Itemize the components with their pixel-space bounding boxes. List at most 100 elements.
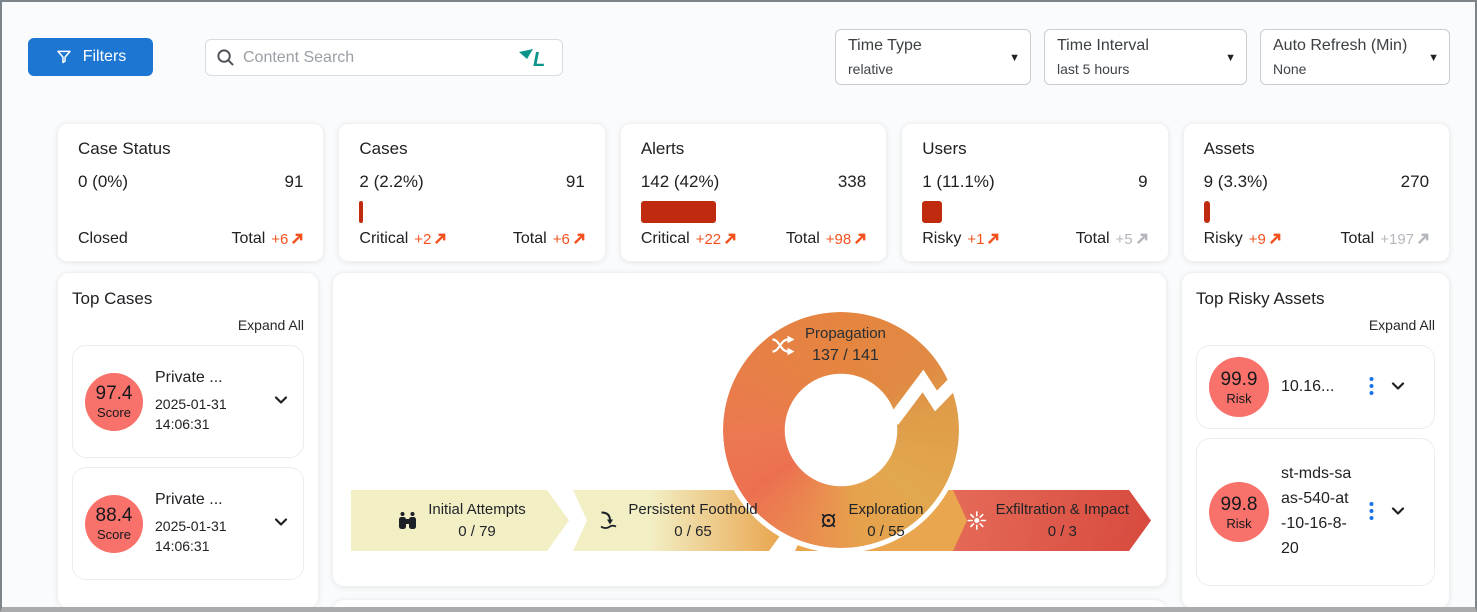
stat-right-label: Total <box>1340 230 1375 247</box>
stage-chevron-initial-attempts[interactable] <box>351 490 569 551</box>
stage-label-exploration: Exploration 0 / 55 <box>801 490 941 551</box>
stat-title: Alerts <box>640 139 685 158</box>
stage-name: Exploration <box>848 501 924 518</box>
stat-card-cases: Cases 2 (2.2%) 91 Critical +2 Total +6 <box>338 123 606 262</box>
stat-left-label: Critical <box>359 230 409 247</box>
case-expand-chevron[interactable] <box>271 512 291 535</box>
stat-left-value: 142 (42%) <box>640 172 720 191</box>
progress-bar <box>922 201 943 223</box>
asset-menu-button[interactable] <box>1367 374 1376 401</box>
auto-refresh-dropdown[interactable]: Auto Refresh (Min) None ▼ <box>1260 29 1450 85</box>
next-panel-partial <box>332 599 1167 607</box>
stage-value: 0 / 55 <box>867 523 905 540</box>
trend-arrow-icon[interactable] <box>1136 233 1148 245</box>
trend-arrow-icon[interactable] <box>291 233 303 245</box>
kebab-menu-icon <box>1369 376 1374 395</box>
loop-stage-name: Propagation <box>805 325 886 342</box>
stat-left-value: 2 (2.2%) <box>359 172 424 191</box>
trend-arrow-icon[interactable] <box>434 233 446 245</box>
asset-expand-chevron[interactable] <box>1388 501 1408 524</box>
case-name: Private ... <box>155 490 223 508</box>
trend-arrow-icon[interactable] <box>854 233 866 245</box>
toolbar-dropdowns: Time Type relative ▼ Time Interval last … <box>835 29 1450 85</box>
caret-down-icon: ▼ <box>1225 52 1236 64</box>
logpoint-logo-icon: L <box>519 48 545 69</box>
stat-right-value: 9 <box>1138 172 1148 191</box>
case-score-label: Score <box>97 405 131 420</box>
asset-menu-button[interactable] <box>1367 499 1376 526</box>
case-score-badge: 88.4 Score <box>85 494 143 553</box>
stat-right-label: Total <box>785 230 820 247</box>
stat-right-delta: +197 <box>1380 230 1415 248</box>
ring-break-notch <box>887 366 970 425</box>
stage-label-initial-attempts: Initial Attempts 0 / 79 <box>363 490 559 551</box>
svg-text:L: L <box>533 49 545 69</box>
trend-arrow-icon[interactable] <box>1269 233 1281 245</box>
time-interval-dropdown[interactable]: Time Interval last 5 hours ▼ <box>1044 29 1247 85</box>
asset-risk-label: Risk <box>1226 390 1252 406</box>
case-card[interactable]: 88.4 Score Private ... 2025-01-31 14:06:… <box>72 467 304 580</box>
stage-name: Persistent Foothold <box>628 501 758 518</box>
chevron-down-icon <box>1391 381 1405 390</box>
trend-arrow-icon[interactable] <box>724 233 736 245</box>
target-scope-icon <box>822 513 836 528</box>
top-risky-assets-expand-all[interactable]: Expand All <box>1368 317 1435 333</box>
stat-right-label: Total <box>231 230 266 247</box>
stat-left-delta: +2 <box>414 230 432 248</box>
stat-card-alerts: Alerts 142 (42%) 338 Critical +22 Total … <box>619 123 888 262</box>
stat-right-value: 270 <box>1400 172 1430 191</box>
stat-left-delta: +9 <box>1248 230 1266 248</box>
filters-button[interactable]: Filters <box>28 38 153 76</box>
stage-name: Exfiltration & Impact <box>995 501 1129 518</box>
case-expand-chevron[interactable] <box>271 390 291 413</box>
content-search-input[interactable] <box>243 48 510 67</box>
asset-card[interactable]: 99.8 Risk st-mds-saas-540-at-10-16-8-20 <box>1196 438 1435 586</box>
trend-arrow-icon[interactable] <box>573 233 585 245</box>
stat-left-delta: +1 <box>967 230 985 248</box>
binoculars-icon <box>399 512 417 529</box>
search-icon <box>217 49 234 66</box>
case-time: 14:06:31 <box>155 538 210 554</box>
case-score-badge: 97.4 Score <box>85 372 143 431</box>
asset-expand-chevron[interactable] <box>1388 376 1408 399</box>
trend-arrow-icon[interactable] <box>1417 233 1429 245</box>
trend-arrow-icon[interactable] <box>987 233 999 245</box>
propagation-loop-ring[interactable] <box>723 312 959 548</box>
stage-value: 0 / 65 <box>674 523 712 540</box>
stat-left-label: Closed <box>78 230 128 247</box>
stat-title: Case Status <box>78 139 171 158</box>
time-type-label: Time Type <box>848 37 922 54</box>
stat-title: Users <box>922 139 967 158</box>
case-card[interactable]: 97.4 Score Private ... 2025-01-31 14:06:… <box>72 345 304 458</box>
top-risky-assets-panel: Top Risky Assets Expand All 99.9 Risk 10… <box>1181 272 1450 607</box>
top-cases-panel: Top Cases Expand All 97.4 Score Private … <box>57 272 319 607</box>
asset-risk: 99.8 <box>1220 493 1258 515</box>
impact-burst-icon <box>967 511 987 530</box>
stat-right-label: Total <box>1075 230 1110 247</box>
stat-right-value: 338 <box>837 172 867 191</box>
stage-label-persistent-foothold: Persistent Foothold 0 / 65 <box>587 490 769 551</box>
top-cases-expand-all[interactable]: Expand All <box>237 317 304 333</box>
stat-right-delta: +98 <box>825 230 852 248</box>
propagation-label-group: Propagation 137 / 141 <box>771 325 951 365</box>
stat-left-label: Critical <box>640 230 690 247</box>
asset-risk-label: Risk <box>1226 515 1252 531</box>
attack-chain-panel: Propagation 137 / 141 Initial Attempts 0… <box>332 272 1167 587</box>
progress-bar <box>1203 201 1210 223</box>
content-search-box[interactable]: L <box>205 39 563 76</box>
stat-left-value: 0 (0%) <box>78 172 129 191</box>
time-type-dropdown[interactable]: Time Type relative ▼ <box>835 29 1031 85</box>
progress-bar <box>640 201 717 223</box>
stat-left-delta: +22 <box>695 230 722 248</box>
stat-card-users: Users 1 (11.1%) 9 Risky +1 Total +5 <box>901 123 1169 262</box>
case-score: 88.4 <box>95 505 133 526</box>
main-row: Top Cases Expand All 97.4 Score Private … <box>57 272 1450 607</box>
top-cases-title: Top Cases <box>72 289 153 308</box>
funnel-icon <box>56 50 71 64</box>
stat-left-label: Risky <box>1203 230 1243 247</box>
asset-risk: 99.9 <box>1220 368 1258 390</box>
time-type-value: relative <box>848 61 894 77</box>
asset-card[interactable]: 99.9 Risk 10.16... <box>1196 345 1435 429</box>
stage-value: 0 / 3 <box>1047 523 1077 540</box>
stage-label-exfiltration-impact: Exfiltration & Impact 0 / 3 <box>967 490 1129 551</box>
